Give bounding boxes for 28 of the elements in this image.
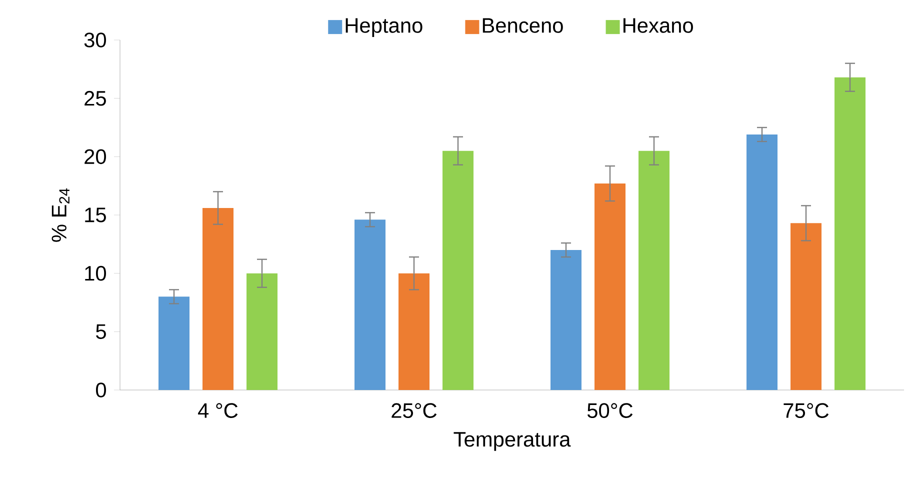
y-tick-label: 5 [96,324,106,339]
y-tick-label: 15 [85,208,106,222]
legend-label: Benceno [482,18,563,33]
legend-label: Hexano [623,18,693,33]
x-tick-label: 50°C [587,403,633,418]
bar [638,150,670,390]
y-tick-label: 20 [84,149,106,164]
legend-label: Heptano [346,18,422,38]
bar [790,223,822,390]
bar [550,250,582,390]
x-tick-label: 75°C [784,403,829,418]
bar [398,273,430,390]
bar [442,150,474,390]
y-tick-label: 25 [84,90,106,106]
bar [202,208,234,390]
y-tick-label: 0 [96,382,106,398]
y-tick-label: 10 [85,266,106,281]
bar [594,184,626,390]
x-axis-title: Temperatura [454,432,571,451]
bar [354,220,386,390]
y-tick-label: 30 [84,32,106,48]
x-tick-label: 25°C [392,403,437,418]
bar [246,273,278,390]
x-tick-label: 4 °C [198,403,238,418]
bar [746,134,778,390]
bar [834,77,866,390]
bar [158,296,190,390]
y-axis-title: % E$_{24}$ [52,188,70,242]
